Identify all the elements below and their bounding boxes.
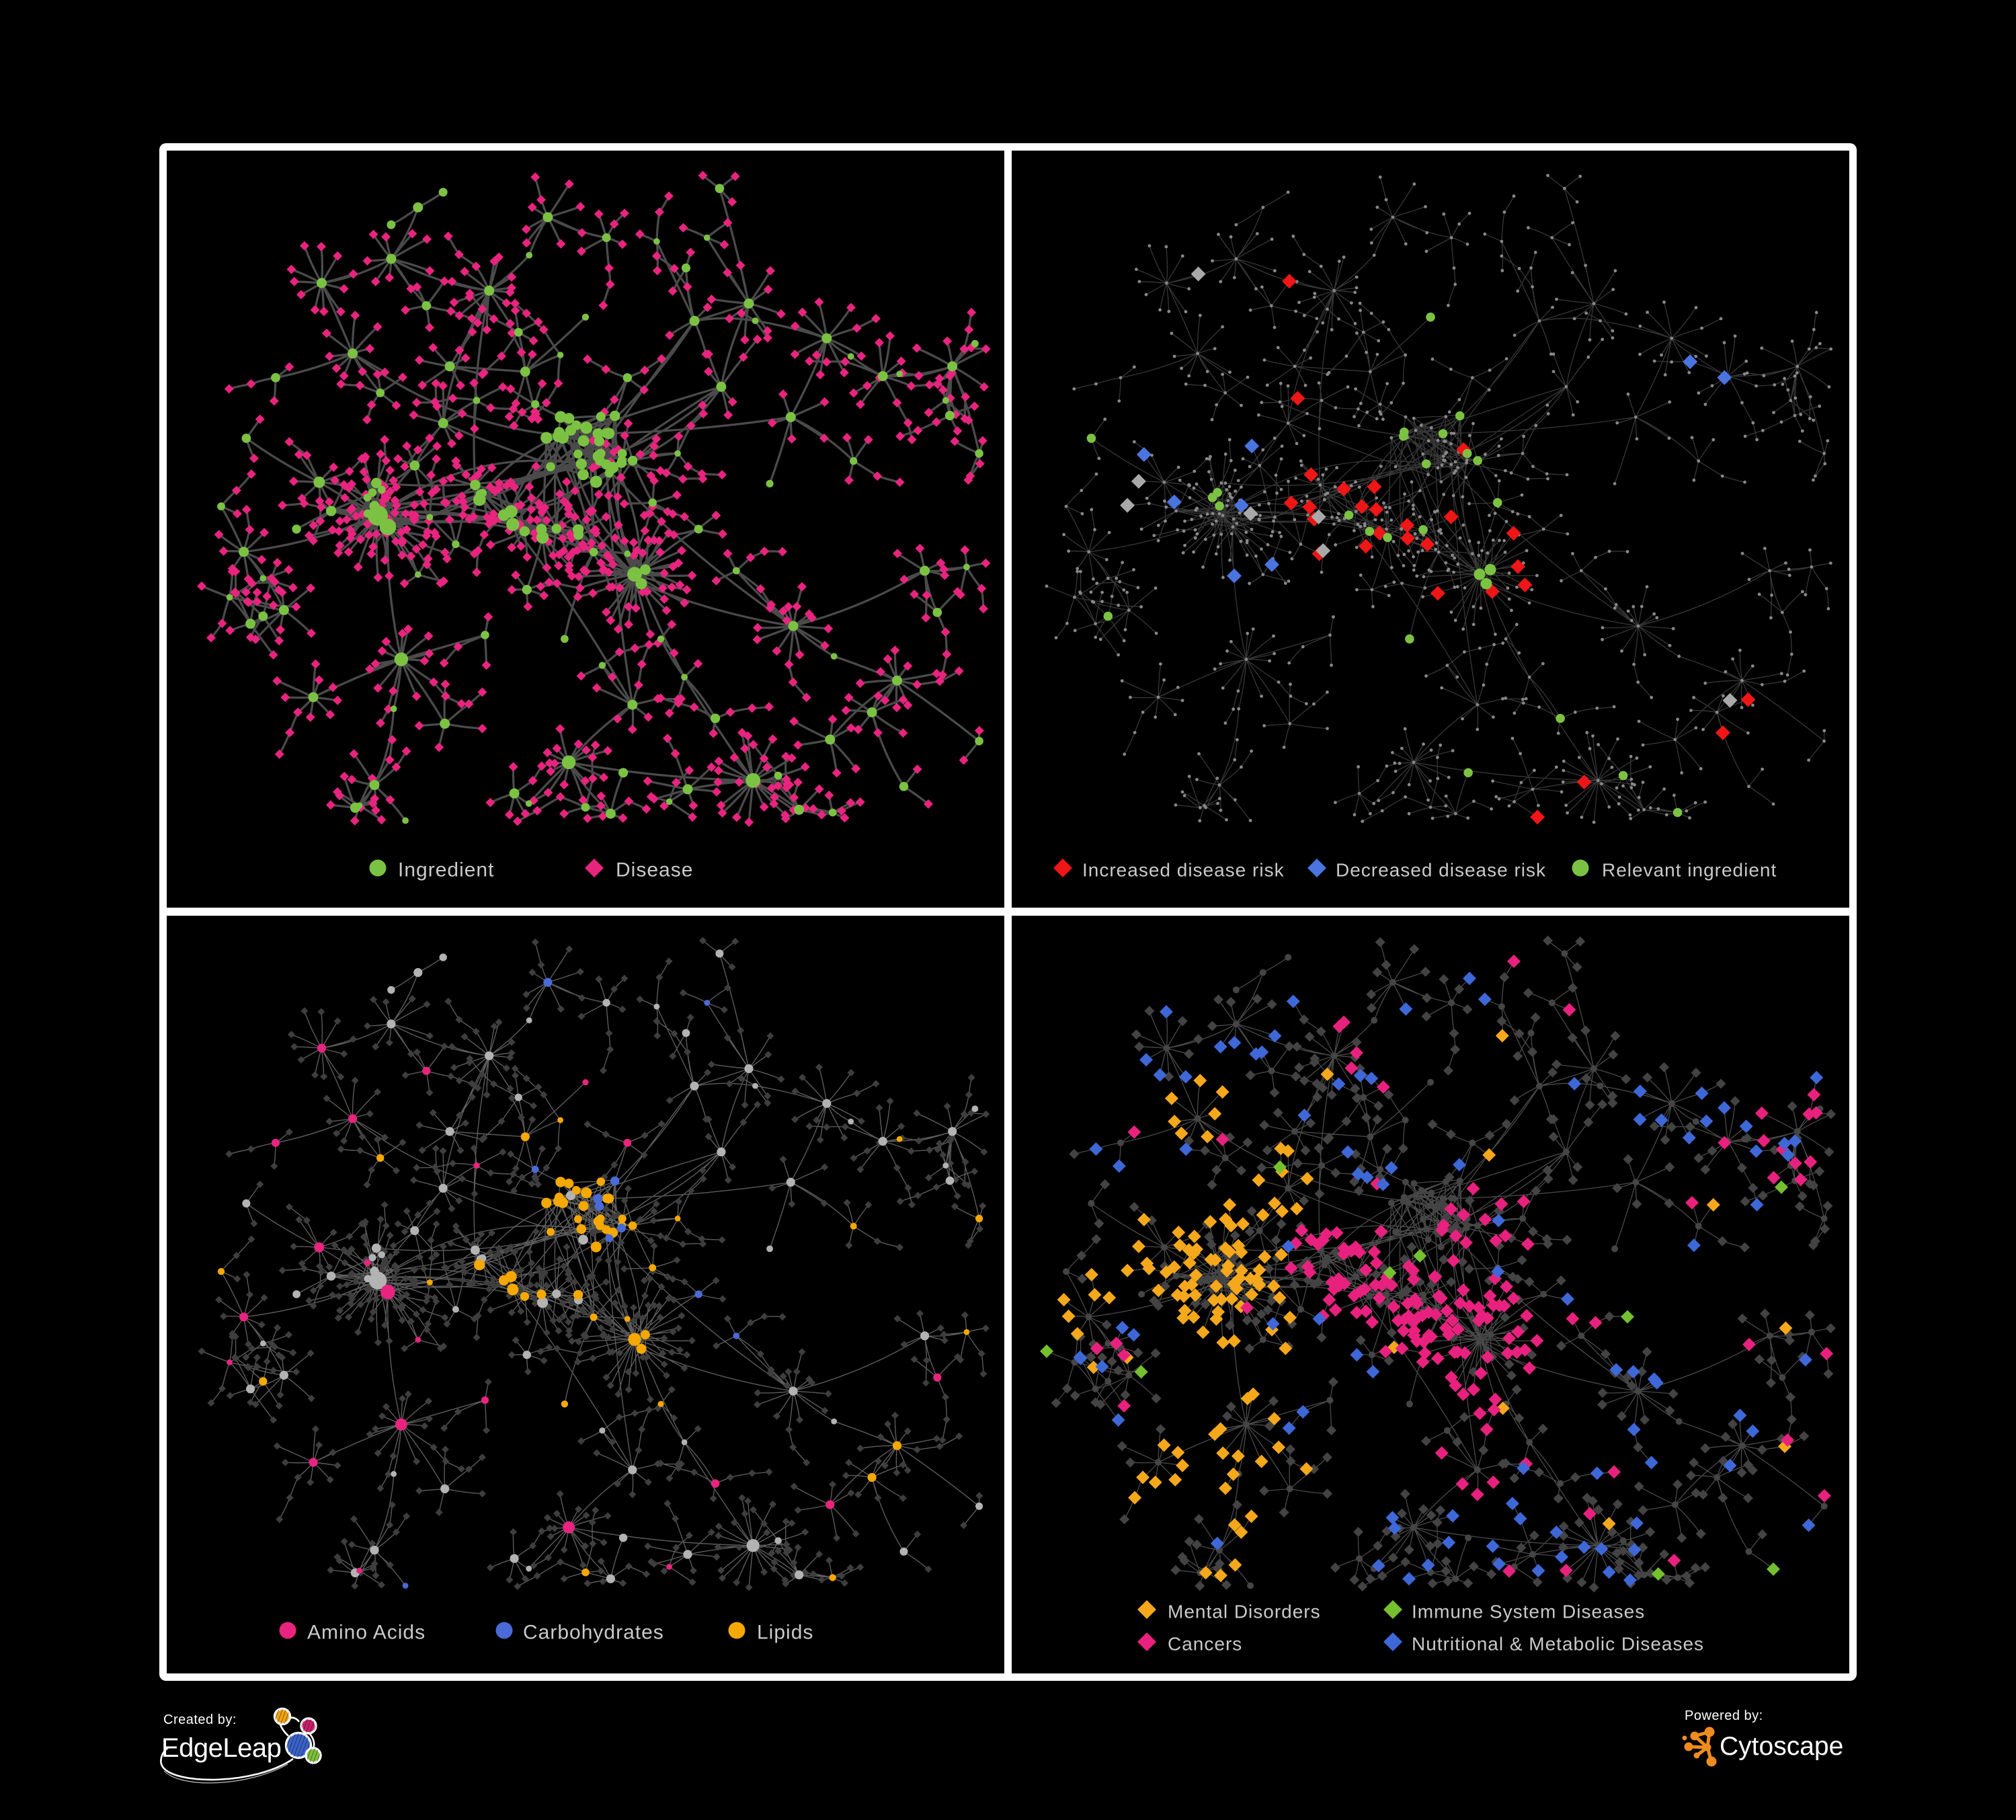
svg-text:Ingredient: Ingredient (398, 859, 494, 881)
svg-text:Carbohydrates: Carbohydrates (523, 1622, 664, 1644)
svg-text:Lipids: Lipids (757, 1622, 813, 1644)
svg-text:Immune System Diseases: Immune System Diseases (1412, 1601, 1645, 1622)
svg-text:Amino Acids: Amino Acids (307, 1622, 426, 1644)
svg-text:Mental Disorders: Mental Disorders (1168, 1601, 1321, 1622)
svg-text:Relevant ingredient: Relevant ingredient (1602, 860, 1777, 881)
svg-text:Disease: Disease (616, 859, 693, 881)
svg-text:Nutritional & Metabolic Diseas: Nutritional & Metabolic Diseases (1412, 1634, 1704, 1655)
svg-text:Increased disease risk: Increased disease risk (1082, 860, 1285, 881)
svg-text:Cancers: Cancers (1168, 1634, 1242, 1655)
svg-text:EdgeLeap: EdgeLeap (161, 1733, 281, 1763)
svg-text:Decreased disease risk: Decreased disease risk (1336, 860, 1546, 881)
